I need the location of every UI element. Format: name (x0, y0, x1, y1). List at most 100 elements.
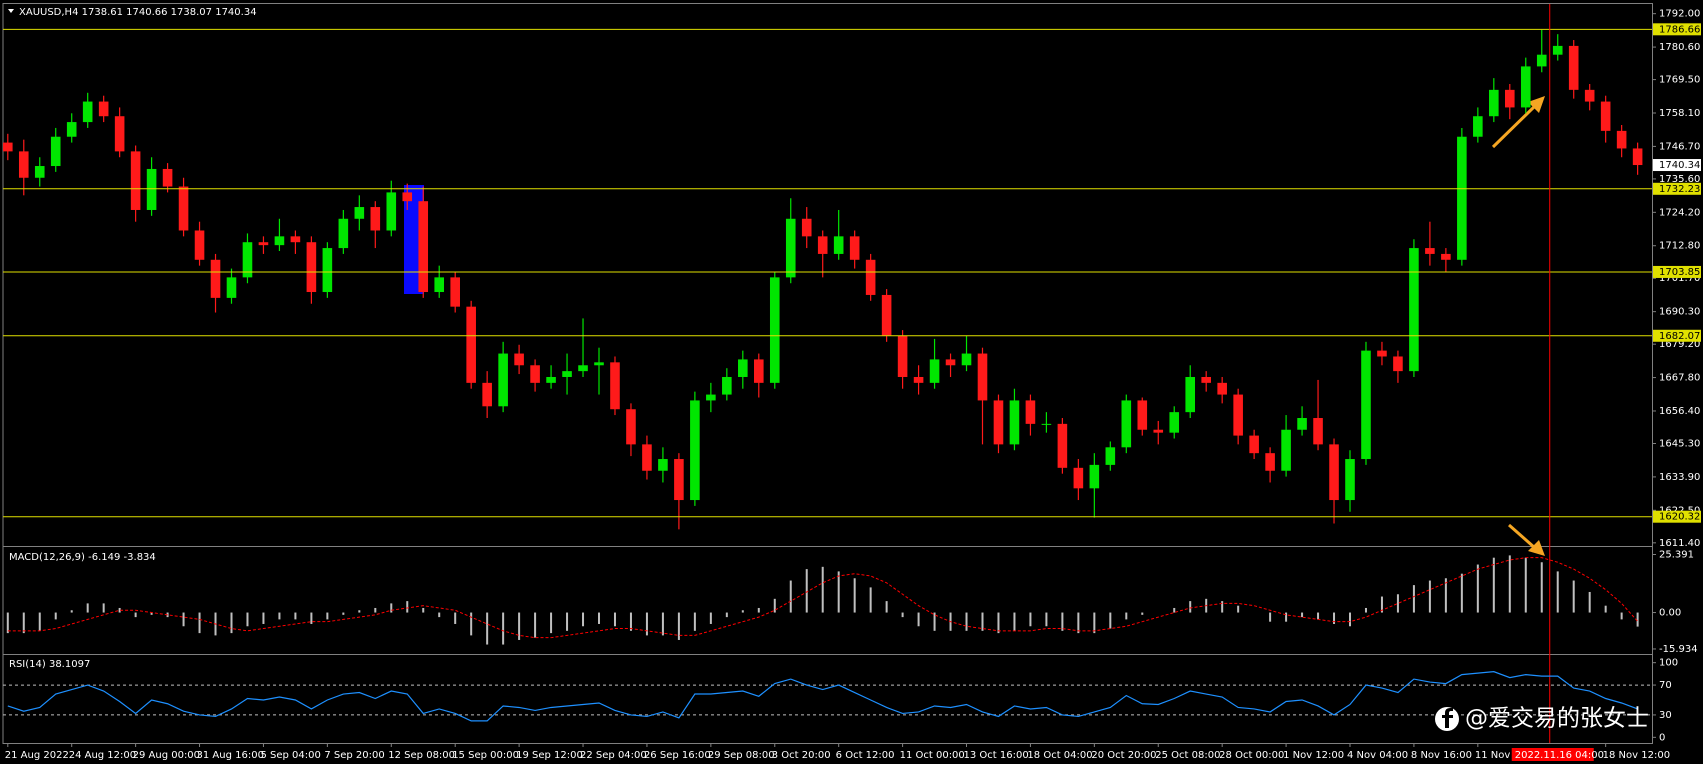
macd-bar (853, 578, 856, 613)
candle-body (1393, 356, 1403, 372)
candle-body (1329, 444, 1339, 501)
candle-body (817, 236, 828, 254)
y-tick-label: 1746.70 (1659, 141, 1700, 152)
macd-bar (310, 612, 313, 624)
macd-bar (1093, 612, 1096, 634)
candle-body (354, 207, 365, 219)
candle-body (1073, 467, 1084, 489)
macd-bar (6, 612, 9, 634)
macd-bar (1572, 580, 1575, 613)
macd-bar (70, 610, 73, 613)
candle-body (1009, 400, 1020, 445)
x-tick-label: 18 Nov 12:00 (1603, 750, 1670, 761)
y-tick-label: 1769.50 (1659, 75, 1700, 86)
candle-body (434, 277, 445, 293)
candle-body (34, 166, 45, 178)
candle-body (1281, 429, 1291, 471)
macd-bar (1077, 612, 1080, 634)
candle-body (993, 400, 1004, 445)
candle-body (50, 136, 61, 167)
candle-body (466, 306, 476, 383)
candle-body (913, 376, 924, 383)
macd-bar (1109, 612, 1112, 629)
x-tick-label: 18 Oct 04:00 (1027, 750, 1092, 761)
candle-body (210, 259, 221, 298)
candle-body (546, 376, 556, 383)
price-label: 1786.66 (1659, 24, 1700, 35)
macd-bar (693, 612, 696, 631)
macd-bar (997, 612, 1000, 634)
macd-bar (645, 612, 648, 636)
candle-body (1121, 400, 1132, 448)
x-tick-label: 15 Sep 00:00 (452, 750, 519, 761)
current-price-bg (1653, 159, 1701, 172)
macd-bar (1301, 612, 1304, 618)
candle-body (178, 186, 189, 231)
candle-body (194, 230, 205, 260)
macd-bar (1333, 612, 1336, 624)
candle-body (1361, 350, 1371, 460)
macd-bar (805, 569, 808, 613)
y-tick-label: 1735.60 (1659, 174, 1700, 185)
candle-body (1473, 116, 1483, 137)
macd-bar (374, 607, 377, 613)
y-tick-label: 1679.20 (1659, 339, 1700, 350)
macd-bar (486, 612, 489, 645)
price-label: 1620.32 (1659, 512, 1700, 523)
price-label-bg (1653, 182, 1701, 195)
macd-bar (837, 571, 840, 613)
candle-body (769, 277, 780, 383)
macd-bar (470, 612, 473, 636)
macd-bar (613, 612, 616, 627)
y-tick-label: 1780.60 (1659, 42, 1700, 53)
macd-bar (1364, 607, 1367, 613)
chart-title: XAUUSD,H4 1738.61 1740.66 1738.07 1740.3… (19, 7, 257, 18)
y-tick-label: 1792.00 (1659, 9, 1700, 20)
candle-body (290, 236, 301, 243)
macd-bar (582, 612, 585, 627)
macd-bar (1125, 612, 1128, 620)
macd-bar (1492, 557, 1495, 613)
candle-body (1489, 89, 1499, 117)
macd-bar (1173, 607, 1176, 613)
candle-body (722, 376, 732, 395)
y-tick-label: 1645.30 (1659, 439, 1700, 450)
candle-body (706, 394, 716, 401)
arrow-down (1508, 523, 1545, 556)
candle-body (1616, 130, 1627, 149)
y-tick-label: 1611.40 (1659, 538, 1700, 549)
cursor-label: 2022.11.16 04:00 (1515, 750, 1604, 761)
x-tick-label: 11 Oct 00:00 (900, 750, 965, 761)
macd-bar (22, 612, 25, 634)
candle-body (1105, 447, 1116, 465)
y-tick-label: 1633.90 (1659, 472, 1700, 483)
price-label: 1682.07 (1659, 331, 1700, 342)
candle-body (3, 142, 13, 152)
candle-body (865, 259, 876, 295)
candle-body (929, 359, 940, 383)
macd-bar (1540, 562, 1543, 613)
x-tick-label: 4 Nov 04:00 (1347, 750, 1408, 761)
macd-bar (566, 612, 569, 631)
panel-frame (2, 3, 1653, 744)
candle-body (1377, 350, 1387, 357)
x-tick-label: 8 Nov 16:00 (1411, 750, 1472, 761)
macd-bar (534, 612, 537, 638)
macd-bar (677, 612, 680, 640)
candle-body (1265, 453, 1275, 471)
macd-bar (198, 612, 201, 634)
macd-bar (933, 612, 936, 631)
rsi-line (7, 671, 1638, 722)
candle-body (1025, 400, 1036, 424)
y-tick-label: 1690.30 (1659, 307, 1700, 318)
macd-bar (54, 612, 57, 620)
candle-body (98, 101, 109, 117)
candle-body (897, 335, 908, 377)
candle-body (1441, 253, 1451, 260)
candle-body (833, 236, 844, 254)
candle-body (1153, 429, 1164, 433)
macd-bar (917, 612, 920, 627)
candle-body (530, 365, 540, 383)
macd-bar (1556, 571, 1559, 613)
candle-body (1568, 45, 1579, 90)
